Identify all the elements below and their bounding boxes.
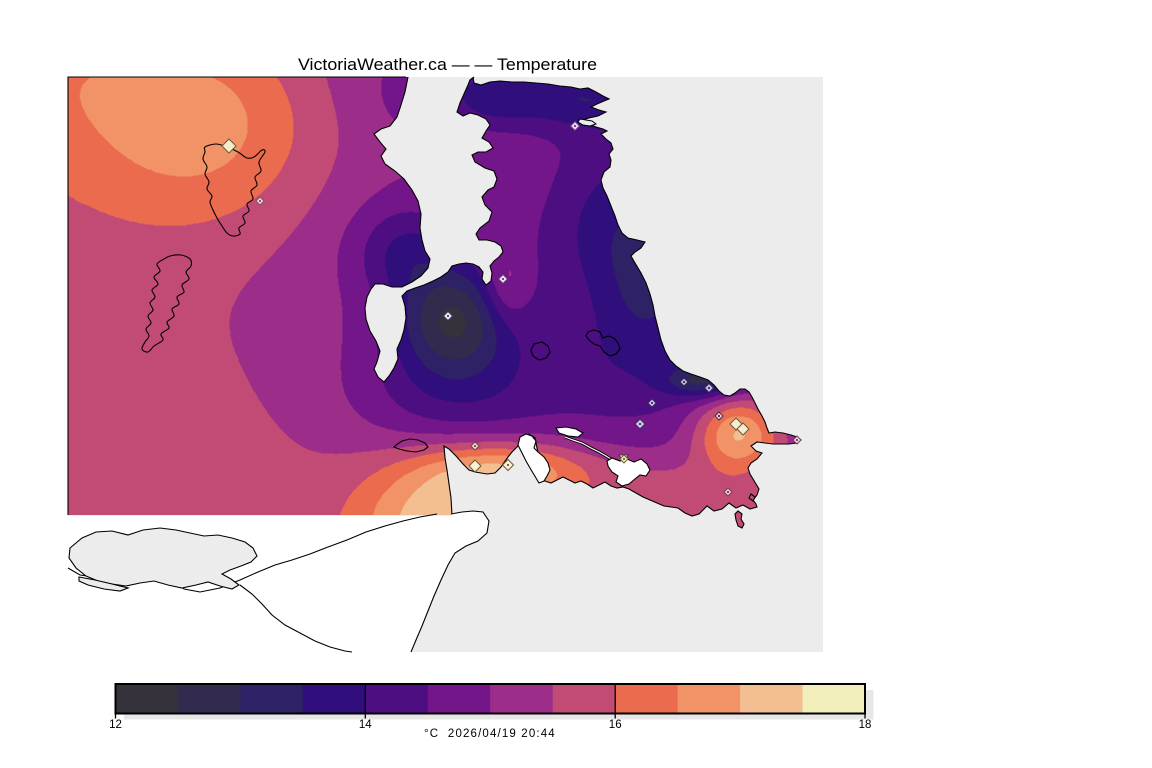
svg-text:VictoriaWeather.ca — — Tempera: VictoriaWeather.ca — — Temperature	[298, 55, 597, 74]
svg-text:12: 12	[109, 719, 122, 731]
svg-text:°C 2026/04/19 20:44: °C 2026/04/19 20:44	[424, 728, 556, 740]
svg-text:14: 14	[359, 719, 372, 731]
svg-text:16: 16	[609, 719, 622, 731]
svg-text:18: 18	[859, 719, 872, 731]
